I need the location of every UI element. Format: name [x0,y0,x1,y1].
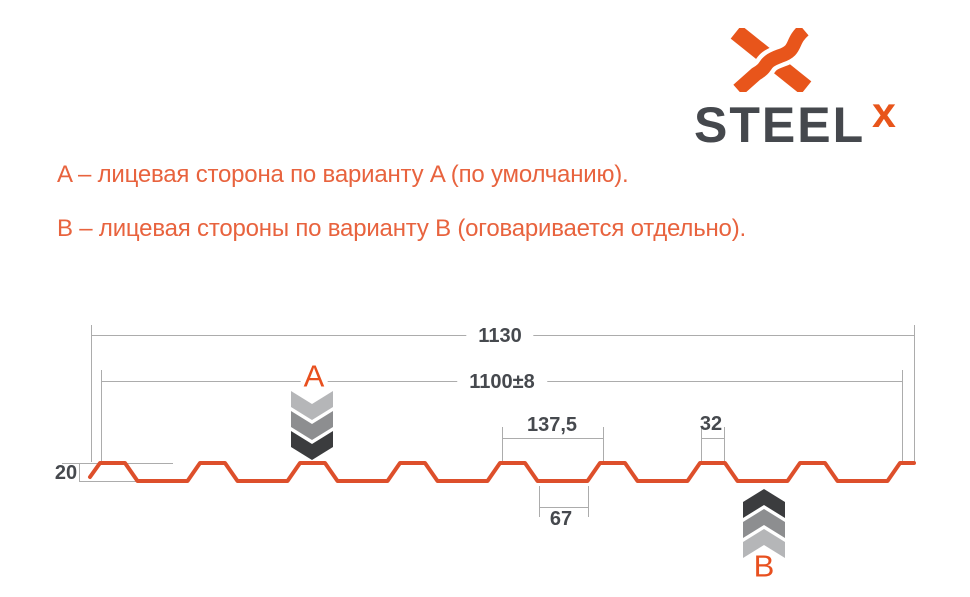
profile-outline [88,461,916,483]
dim-label-profile-height: 20 [54,462,78,484]
dim-label-overall-width: 1130 [466,326,534,346]
note-variant-a: A – лицевая сторона по варианту A (по ум… [57,161,629,188]
marker-b-chevrons-icon [743,489,785,558]
dim-label-cover-width: 1100±8 [457,372,547,392]
dim-label-rib-top-width: 32 [699,413,723,435]
brand-superscript-x: x [872,89,896,137]
steelx-x-mark-icon [730,28,812,92]
marker-a-chevrons-icon [291,391,333,460]
dim-label-valley-width: 67 [549,508,573,530]
marker-a-letter: A [300,360,328,392]
marker-b-letter: B [753,548,775,584]
note-variant-b: B – лицевая стороны по варианту B (огова… [57,215,746,242]
brand-wordmark: STEEL [694,97,866,153]
dim-label-rib-pitch: 137,5 [526,414,578,436]
